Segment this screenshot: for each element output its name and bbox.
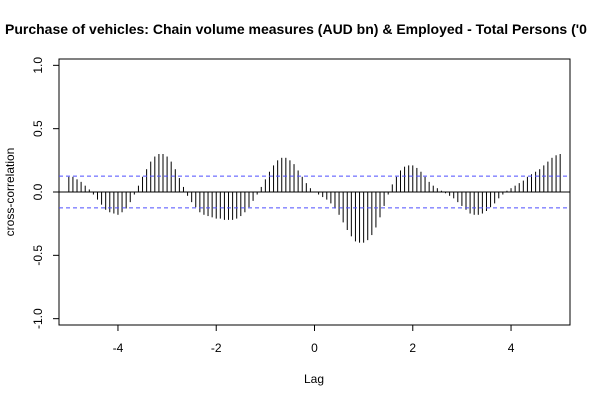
y-tick-label: -1.0 [31, 308, 45, 329]
x-tick-label: -4 [113, 341, 124, 355]
x-tick-label: 4 [508, 341, 515, 355]
x-axis: -4 -2 0 2 4 [113, 325, 515, 355]
y-tick-label: 1.0 [31, 57, 45, 74]
y-tick-label: 0.5 [31, 120, 45, 137]
y-tick-label: 0.0 [31, 183, 45, 200]
y-tick-label: -0.5 [31, 245, 45, 266]
spikes-group [68, 154, 561, 243]
y-axis: -1.0 -0.5 0.0 0.5 1.0 [31, 57, 59, 329]
x-tick-label: -2 [211, 341, 222, 355]
x-tick-label: 2 [409, 341, 416, 355]
chart-title: Purchase of vehicles: Chain volume measu… [5, 21, 587, 37]
y-axis-label: cross-correlation [3, 148, 17, 237]
x-axis-label: Lag [304, 372, 324, 386]
x-tick-label: 0 [311, 341, 318, 355]
